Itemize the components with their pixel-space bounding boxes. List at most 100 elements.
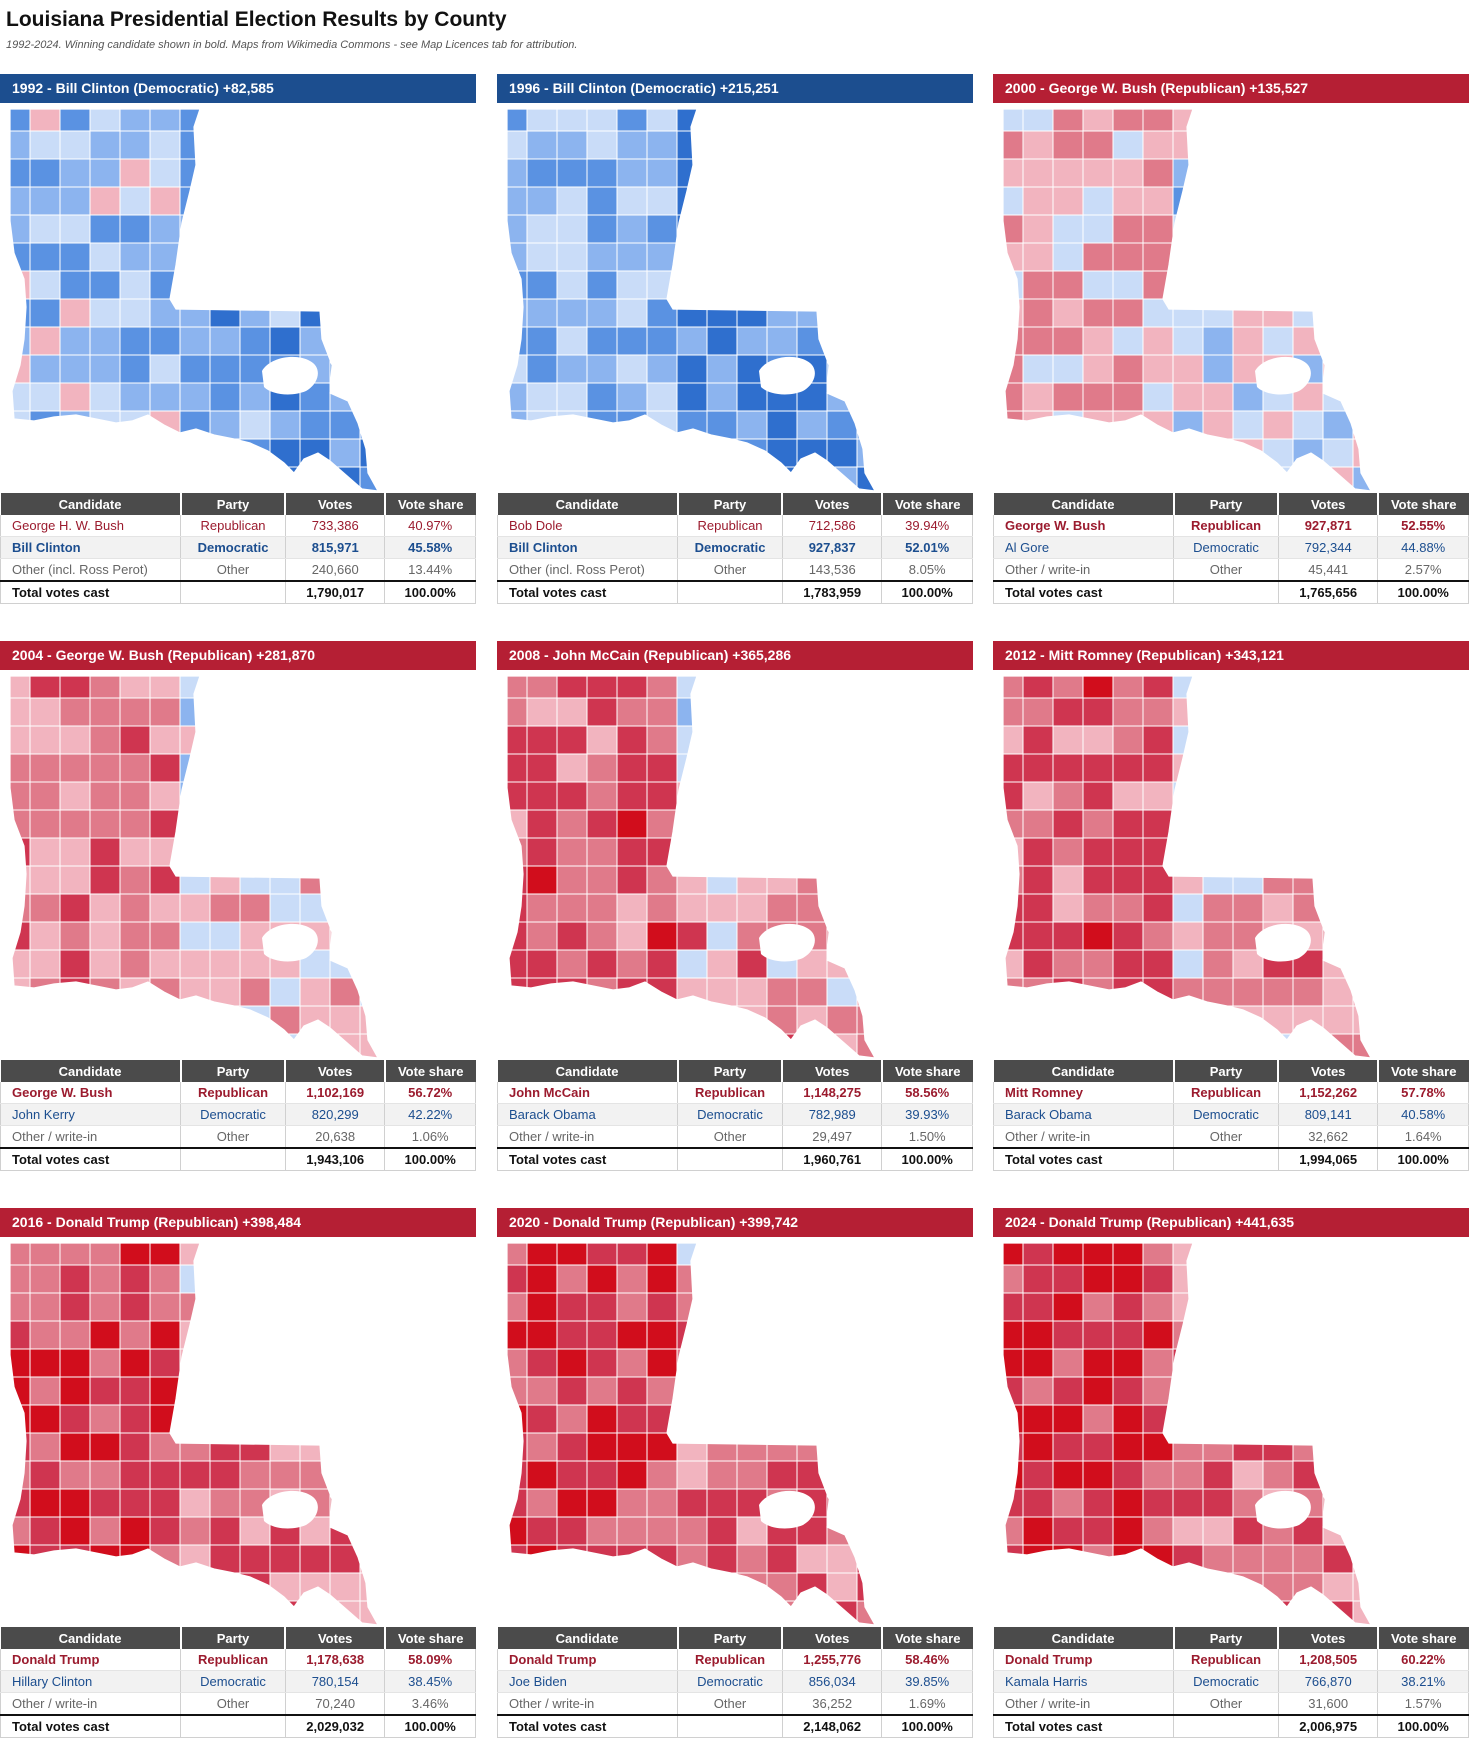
- parish-cell: [736, 1005, 768, 1035]
- parish-cell: [29, 921, 61, 951]
- parish-cell: [299, 1033, 331, 1058]
- column-header: Votes: [1278, 1060, 1379, 1082]
- parish-cell: [299, 977, 331, 1007]
- parish-cell: [676, 781, 708, 811]
- parish-cell: [826, 1516, 858, 1546]
- parish-cell: [736, 1243, 768, 1266]
- parish-cell: [1142, 1432, 1174, 1462]
- parish-cell: [359, 893, 378, 923]
- parish-cell: [1112, 921, 1144, 951]
- parish-cell: [1262, 781, 1294, 811]
- parish-cell: [736, 1320, 768, 1350]
- parish-cell: [1003, 977, 1024, 1007]
- parish-cell: [89, 1292, 121, 1322]
- parish-cell: [299, 837, 331, 867]
- parish-cell: [359, 186, 378, 216]
- parish-cell: [646, 676, 678, 699]
- parish-cell: [179, 1460, 211, 1490]
- parish-cell: [507, 921, 528, 951]
- parish-cell: [1082, 837, 1114, 867]
- parish-cell: [586, 1572, 618, 1602]
- parish-cell: [1202, 438, 1234, 468]
- parish-cell: [359, 809, 378, 839]
- parish-cell: [796, 781, 828, 811]
- cell-party: [677, 1714, 783, 1738]
- parish-cell: [1232, 438, 1264, 468]
- parish-cell: [59, 298, 91, 328]
- parish-cell: [1142, 1404, 1174, 1434]
- parish-cell: [1292, 1600, 1324, 1625]
- parish-cell: [1052, 1376, 1084, 1406]
- parish-cell: [1003, 1292, 1024, 1322]
- parish-cell: [269, 186, 301, 216]
- parish-cell: [706, 298, 738, 328]
- parish-cell: [1172, 893, 1204, 923]
- candidate-row: George W. Bush Republican 1,102,169 56.72%: [0, 1082, 476, 1104]
- parish-cell: [556, 1376, 588, 1406]
- parish-cell: [507, 1572, 528, 1602]
- parish-cell: [359, 1460, 378, 1490]
- parish-cell: [1352, 1460, 1371, 1490]
- cell-candidate: George W. Bush: [992, 515, 1175, 537]
- election-panel-2008: 2008 - John McCain (Republican) +365,286…: [496, 641, 973, 1175]
- parish-cell: [89, 326, 121, 356]
- parish-cell: [1262, 438, 1294, 468]
- cell-share: 1.06%: [384, 1125, 476, 1149]
- parish-cell: [1232, 893, 1264, 923]
- parish-cell: [119, 130, 151, 160]
- parish-cell: [1232, 781, 1264, 811]
- cell-party: [180, 1714, 286, 1738]
- parish-cell: [179, 893, 211, 923]
- cell-votes: 240,660: [285, 558, 386, 582]
- page-subtitle: 1992-2024. Winning candidate shown in bo…: [6, 39, 578, 51]
- parish-cell: [526, 298, 558, 328]
- parish-cell: [209, 1320, 241, 1350]
- column-header: Party: [180, 493, 287, 515]
- parish-cell: [1292, 1005, 1324, 1035]
- parish-cell: [209, 1376, 241, 1406]
- parish-cell: [89, 242, 121, 272]
- parish-cell: [59, 893, 91, 923]
- parish-cell: [556, 725, 588, 755]
- parish-cell: [616, 1264, 648, 1294]
- parish-cell: [1262, 1404, 1294, 1434]
- parish-cell: [706, 1292, 738, 1322]
- parish-cell: [1052, 1600, 1084, 1625]
- state-outline: [1002, 108, 1373, 492]
- parish-cell: [239, 1600, 271, 1625]
- parish-cell: [507, 1243, 528, 1266]
- parish-cell: [299, 893, 331, 923]
- cell-party: [677, 580, 783, 604]
- parish-cell: [149, 837, 181, 867]
- parish-cell: [1112, 725, 1144, 755]
- parish-cell: [59, 242, 91, 272]
- parish-cell: [1202, 382, 1234, 412]
- parish-cell: [209, 1460, 241, 1490]
- cell-party: Other: [677, 558, 783, 582]
- parish-cell: [646, 865, 678, 895]
- parish-cell: [1262, 298, 1294, 328]
- parish-cell: [616, 1243, 648, 1266]
- parish-cell: [826, 1544, 858, 1574]
- parish-cell: [1082, 676, 1114, 699]
- parish-cell: [1022, 1572, 1054, 1602]
- column-header: Party: [677, 1060, 784, 1082]
- parish-cell: [1292, 1264, 1324, 1294]
- parish-cell: [269, 158, 301, 188]
- parish-cell: [526, 1572, 558, 1602]
- column-header: Party: [677, 1627, 784, 1649]
- parish-cell: [736, 438, 768, 468]
- parish-cell: [1052, 186, 1084, 216]
- parish-cell: [507, 1516, 528, 1546]
- parish-cell: [179, 1292, 211, 1322]
- parish-cell: [239, 1005, 271, 1035]
- total-row: Total votes cast 2,029,032 100.00%: [0, 1714, 476, 1738]
- parish-cell: [359, 410, 378, 440]
- parish-cell: [119, 676, 151, 699]
- parish-cell: [826, 1005, 858, 1035]
- parish-cell: [119, 466, 151, 491]
- parish-cell: [10, 1460, 31, 1490]
- candidate-row: Bill Clinton Democratic 927,837 52.01%: [496, 536, 973, 559]
- parish-cell: [796, 977, 828, 1007]
- parish-cell: [119, 1243, 151, 1266]
